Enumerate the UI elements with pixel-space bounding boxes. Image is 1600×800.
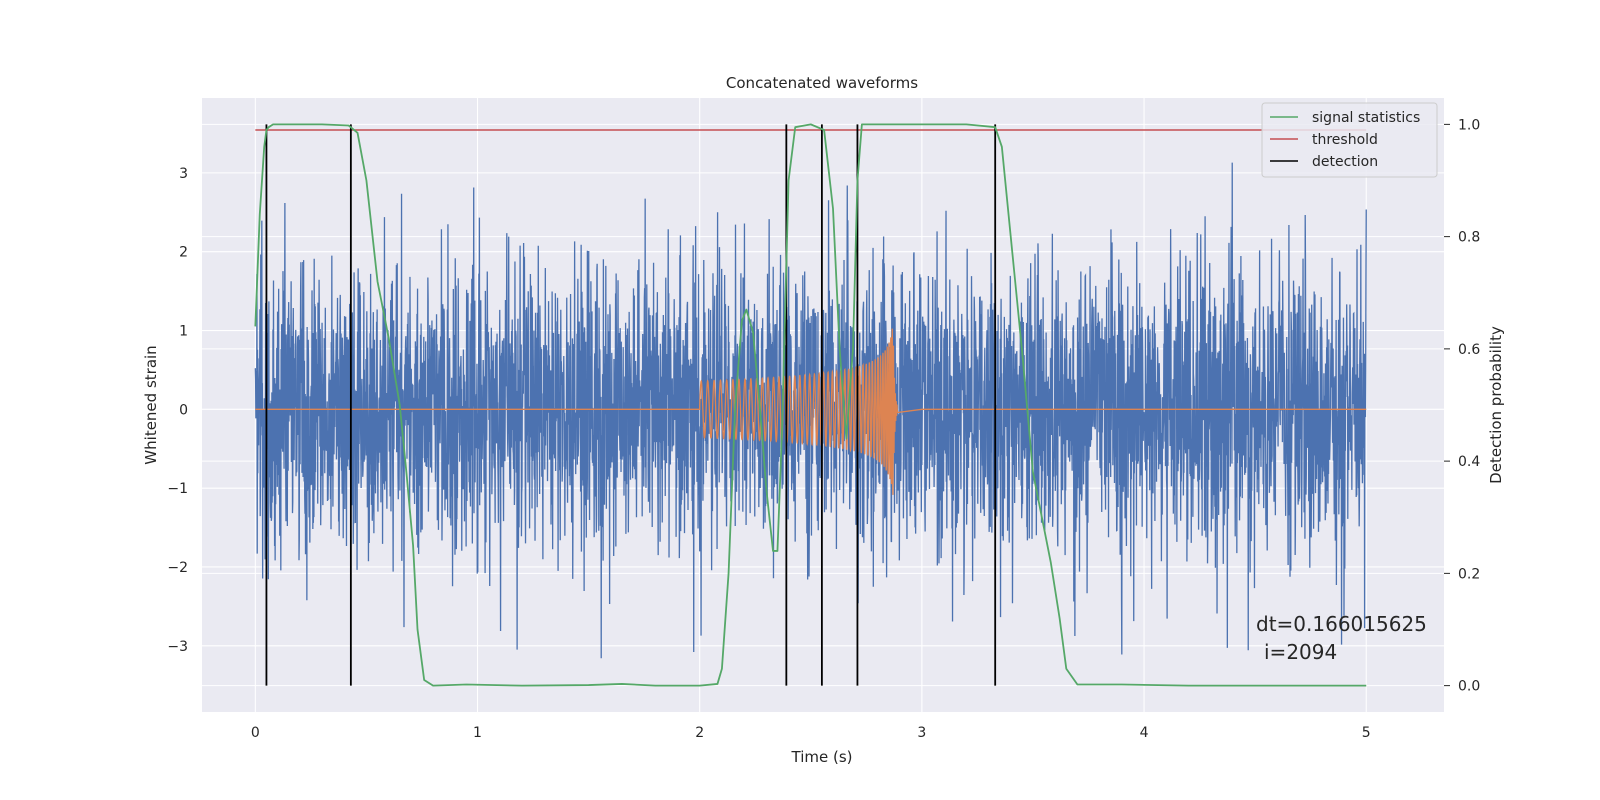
y-tick-label: 0 bbox=[179, 402, 188, 418]
x-tick-label: 2 bbox=[695, 725, 704, 741]
y-tick-label: 2 bbox=[179, 245, 188, 261]
x-tick-label: 0 bbox=[251, 725, 260, 741]
legend-detection-label: detection bbox=[1312, 154, 1378, 170]
x-tick-label: 3 bbox=[917, 725, 926, 741]
y-tick-label: 3 bbox=[179, 166, 188, 182]
y-tick-label: −2 bbox=[167, 560, 188, 576]
x-tick-label: 4 bbox=[1140, 725, 1149, 741]
y-axis-right-label: Detection probability bbox=[1487, 326, 1505, 484]
y-axis-right-ticks: 0.0 0.2 0.4 0.6 0.8 1.0 bbox=[1444, 117, 1480, 695]
signal-statistics-line bbox=[254, 123, 1367, 687]
y-right-tick-label: 0.6 bbox=[1458, 342, 1480, 358]
y-right-tick-label: 1.0 bbox=[1458, 117, 1480, 133]
y-right-tick-label: 0.4 bbox=[1458, 454, 1480, 470]
annotation-dt: dt=0.166015625 bbox=[1256, 612, 1427, 636]
y-tick-label: 1 bbox=[179, 324, 188, 340]
annotation-index: i=2094 bbox=[1264, 640, 1337, 664]
y-right-tick-label: 0.0 bbox=[1458, 679, 1480, 695]
legend-box bbox=[1261, 102, 1438, 178]
y-axis-left-ticks: −3 −2 −1 0 1 2 3 bbox=[167, 166, 188, 655]
injected-signal-series bbox=[255, 328, 1367, 495]
y-axis-label: Whitened strain bbox=[142, 345, 160, 464]
detection-lines bbox=[265, 124, 997, 686]
y-tick-label: −3 bbox=[167, 639, 188, 655]
legend: signal statistics threshold detection bbox=[1261, 102, 1438, 178]
plot-area bbox=[254, 123, 1367, 687]
legend-threshold-label: threshold bbox=[1312, 132, 1378, 148]
legend-signal-statistics-label: signal statistics bbox=[1312, 110, 1420, 126]
x-axis-label: Time (s) bbox=[791, 748, 853, 766]
x-tick-label: 1 bbox=[473, 725, 482, 741]
chart-title: Concatenated waveforms bbox=[726, 74, 918, 92]
y-tick-label: −1 bbox=[167, 481, 188, 497]
x-axis-ticks: 0 1 2 3 4 5 bbox=[251, 725, 1371, 741]
y-right-tick-label: 0.2 bbox=[1458, 566, 1480, 582]
y-right-tick-label: 0.8 bbox=[1458, 230, 1480, 246]
x-tick-label: 5 bbox=[1362, 725, 1371, 741]
